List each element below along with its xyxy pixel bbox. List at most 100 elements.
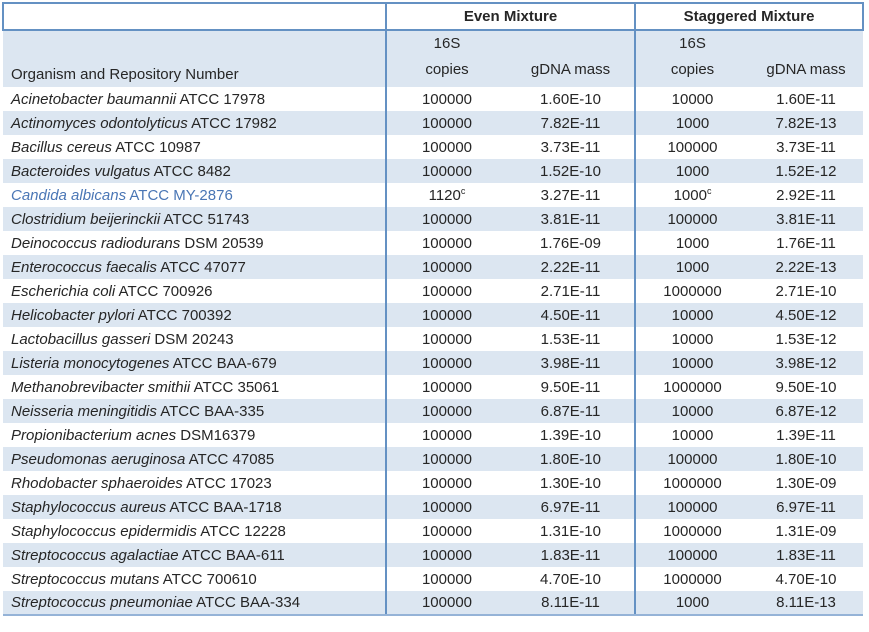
organism-cell: Deinococcus radiodurans DSM 20539 (11, 234, 264, 252)
even-gdna-mass-cell: 1.80E-10 (507, 447, 635, 471)
gdna-mass-label: gDNA mass (530, 61, 611, 78)
table-row: Pseudomonas aeruginosa ATCC 47085 100000 1… (3, 447, 863, 471)
staggered-gdna-mass-cell: 8.11E-13 (749, 591, 863, 616)
staggered-16s-copies-cell: 100000 (634, 495, 749, 519)
even-gdna-mass-cell: 1.60E-10 (540, 90, 601, 108)
group-header-row: Even Mixture Staggered Mixture (2, 2, 864, 31)
staggered-16s-copies-cell: 10000 (634, 327, 749, 351)
table-row: Methanobrevibacter smithii ATCC 35061 100… (3, 375, 863, 399)
staggered-16s-copies-cell: 1000000 (634, 567, 749, 591)
even-16s-copies-cell: 100000 (385, 375, 507, 399)
even-gdna-mass-cell: 1.53E-11 (540, 330, 601, 348)
staggered-mixture-header: Staggered Mixture (634, 2, 864, 31)
even-16s-copies-cell: 100000 (385, 87, 507, 111)
corner-cell (2, 2, 387, 31)
even-16s-copies-cell: 100000 (385, 543, 507, 567)
staggered-gdna-mass-cell: 7.82E-13 (749, 111, 863, 135)
staggered-16s-copies-cell: 1000 (634, 255, 749, 279)
organism-cell: Bacteroides vulgatus ATCC 8482 (3, 159, 386, 183)
staggered-gdna-mass-cell: 6.97E-11 (749, 495, 863, 519)
even-16s-copies-cell: 100000 (385, 279, 507, 303)
even-16s-copies-cell: 100000 (385, 495, 507, 519)
staggered-gdna-mass-cell: 1.76E-11 (776, 234, 836, 252)
staggered-16s-copies-cell: 10000 (634, 399, 749, 423)
even-gdna-mass-cell: 2.22E-11 (507, 255, 635, 279)
staggered-gdna-mass-cell: 2.22E-13 (749, 255, 863, 279)
organism-column-header: Organism and Repository Number (3, 30, 386, 87)
even-gdna-mass-cell: 6.87E-11 (507, 399, 635, 423)
staggered-gdna-mass-cell: 4.50E-12 (749, 303, 863, 327)
footnote-marker: c (706, 185, 712, 196)
organism-cell: Lactobacillus gasseri DSM 20243 (11, 330, 234, 348)
staggered-gdna-mass-cell: 9.50E-10 (775, 378, 837, 396)
table-row: Bacteroides vulgatus ATCC 8482 100000 1.52… (3, 159, 863, 183)
table-row: Lactobacillus gasseri DSM 20243 100000 1.5… (3, 327, 863, 351)
staggered-16s-copies-cell: 10000 (634, 87, 749, 111)
even-16s-copies-cell: 100000 (385, 303, 507, 327)
organism-cell: Streptococcus pneumoniae ATCC BAA-334 (3, 591, 386, 616)
staggered-gdna-mass-cell: 1.52E-12 (749, 159, 863, 183)
staggered-16s-copies-cell: 1000 (634, 111, 749, 135)
organism-cell: Streptococcus mutans ATCC 700610 (11, 570, 257, 588)
staggered-gdna-mass-cell: 2.92E-11 (776, 186, 836, 204)
staggered-gdna-mass-cell: 1.60E-11 (776, 90, 836, 108)
staggered-16s-copies-cell: 1000 (634, 159, 749, 183)
even-gdna-mass-cell: 1.83E-11 (507, 543, 635, 567)
staggered-gdna-mass-cell: 1.31E-09 (775, 522, 837, 540)
even-gdna-mass-cell: 7.82E-11 (507, 111, 635, 135)
organism-cell: Listeria monocytogenes ATCC BAA-679 (3, 351, 386, 375)
staggered-gdna-mass-cell: 3.73E-11 (776, 138, 836, 156)
staggered-16s-copies-cell: 1000000 (634, 279, 749, 303)
table-row: Escherichia coli ATCC 700926 100000 2.71E-… (3, 279, 863, 303)
organism-cell: Methanobrevibacter smithii ATCC 35061 (11, 378, 280, 396)
table-row: Propionibacterium acnes DSM16379 100000 1.… (3, 423, 863, 447)
even-gdna-mass-cell: 2.71E-11 (540, 282, 601, 300)
staggered-gdna-mass-cell: 1.39E-11 (776, 426, 836, 444)
organism-cell: Actinomyces odontolyticus ATCC 17982 (3, 111, 386, 135)
organism-cell: Staphylococcus epidermidis ATCC 12228 (11, 522, 286, 540)
even-gdna-mass-cell: 3.81E-11 (507, 207, 635, 231)
staggered-gdna-mass-column-header: gDNA mass (749, 30, 863, 87)
organism-cell: Helicobacter pylori ATCC 700392 (3, 303, 386, 327)
staggered-16s-copies-cell: 10000 (634, 423, 749, 447)
table-row: Staphylococcus aureus ATCC BAA-1718 10000… (3, 495, 863, 519)
staggered-16s-copies-column-header: 16S copies (634, 30, 749, 87)
gdna-mass-label: gDNA mass (766, 61, 846, 78)
table-row: Actinomyces odontolyticus ATCC 17982 1000… (3, 111, 863, 135)
even-gdna-mass-cell: 3.98E-11 (507, 351, 635, 375)
even-gdna-mass-cell: 1.31E-10 (540, 522, 601, 540)
even-16s-copies-cell: 100000 (385, 207, 507, 231)
staggered-gdna-mass-cell: 1.30E-09 (775, 474, 837, 492)
staggered-gdna-mass-cell: 3.98E-12 (749, 351, 863, 375)
even-gdna-mass-cell: 4.70E-10 (540, 570, 601, 588)
organism-cell: Propionibacterium acnes DSM16379 (11, 426, 256, 444)
footnote-marker: c (460, 185, 466, 196)
even-16s-copies-cell: 100000 (385, 135, 507, 159)
staggered-16s-copies-cell: 100000 (634, 135, 749, 159)
even-16s-copies-cell: 100000 (385, 255, 507, 279)
organism-cell: Streptococcus agalactiae ATCC BAA-611 (3, 543, 386, 567)
staggered-16s-copies-cell: 1000 (634, 591, 749, 616)
even-16s-copies-cell: 100000 (385, 327, 507, 351)
table-row: Clostridium beijerinckii ATCC 51743 10000… (3, 207, 863, 231)
table-row: Staphylococcus epidermidis ATCC 12228 100… (3, 519, 863, 543)
even-16s-copies-cell: 100000 (385, 231, 507, 255)
table-row: Bacillus cereus ATCC 10987 100000 3.73E-11… (3, 135, 863, 159)
even-gdna-mass-cell: 4.50E-11 (507, 303, 635, 327)
table-row: Helicobacter pylori ATCC 700392 100000 4.5… (3, 303, 863, 327)
even-16s-copies-cell: 100000 (385, 159, 507, 183)
table-row: Acinetobacter baumannii ATCC 17978 100000… (3, 87, 863, 111)
organism-cell: Bacillus cereus ATCC 10987 (11, 138, 201, 156)
table-row: Streptococcus pneumoniae ATCC BAA-334 100… (3, 591, 863, 616)
even-16s-copies-cell: 100000 (385, 567, 507, 591)
even-16s-copies-cell: 100000 (385, 447, 507, 471)
staggered-gdna-mass-cell: 1.53E-12 (775, 330, 837, 348)
organism-cell: Escherichia coli ATCC 700926 (11, 282, 213, 300)
staggered-gdna-mass-cell: 2.71E-10 (775, 282, 837, 300)
staggered-gdna-mass-cell: 1.80E-10 (749, 447, 863, 471)
staggered-16s-copies-cell: 10000 (634, 351, 749, 375)
sub-header-row: Organism and Repository Number 16S copie… (3, 30, 863, 87)
even-16s-copies-column-header: 16S copies (385, 30, 507, 87)
staggered-16s-copies-cell: 100000 (634, 543, 749, 567)
